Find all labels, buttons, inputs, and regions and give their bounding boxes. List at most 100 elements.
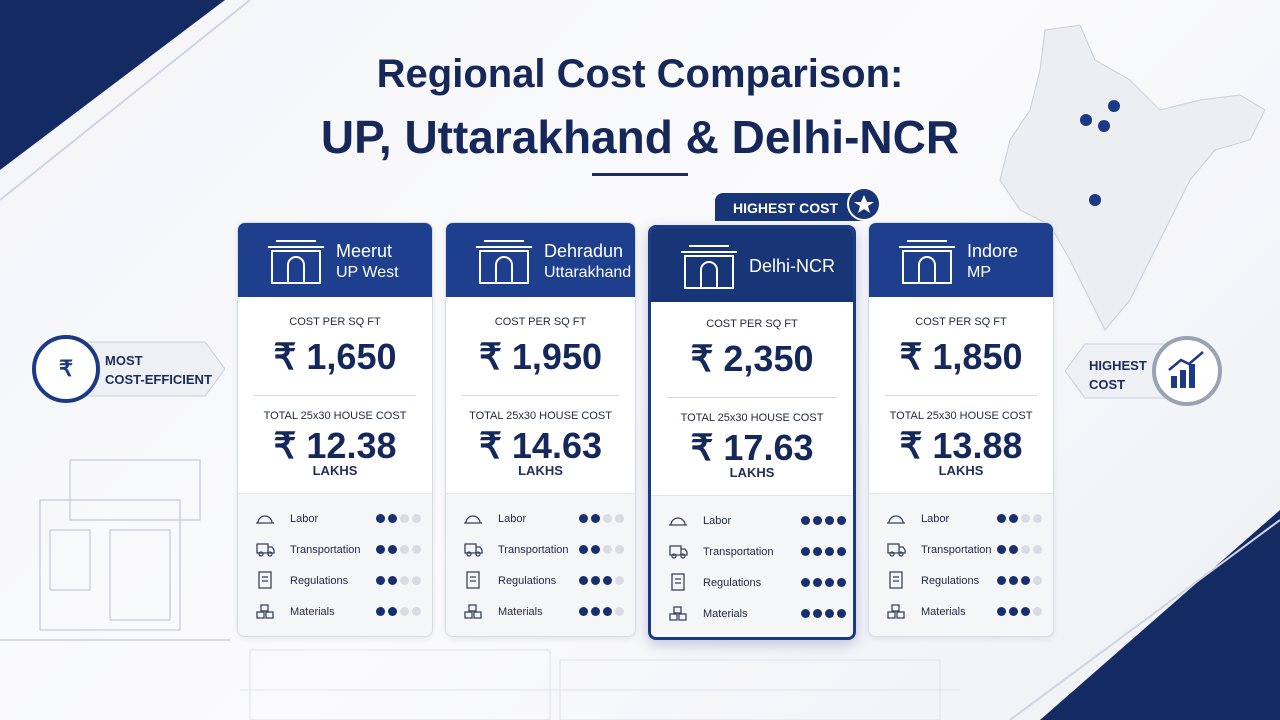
total-label: TOTAL 25x30 HOUSE COST: [889, 410, 1033, 422]
price: ₹ 2,350: [690, 338, 814, 379]
factors: Labor Transportation Regulations Materials: [869, 493, 1053, 636]
factor-icon: [466, 571, 480, 589]
factor-name: Regulations: [921, 575, 980, 587]
rating-dot: [1009, 514, 1018, 523]
svg-text:₹: ₹: [59, 356, 73, 381]
rating-dot: [388, 545, 397, 554]
landmark-icon: [268, 240, 324, 284]
factor-row: Labor: [669, 511, 846, 531]
rating-dot: [801, 547, 810, 556]
factor-row: Materials: [887, 602, 1043, 622]
badge-text: HIGHEST COST: [733, 200, 839, 216]
rating-dot: [579, 607, 588, 616]
rating-dot: [1021, 545, 1030, 554]
factor-icon: [887, 543, 906, 557]
rating-dot: [615, 576, 624, 585]
rating-dot: [412, 607, 421, 616]
rating-dot: [997, 576, 1006, 585]
region: UP West: [336, 264, 399, 281]
factor-name: Transportation: [921, 544, 992, 556]
divider: [462, 395, 619, 396]
card: Dehradun Uttarakhand COST PER SQ FT ₹ 1,950…: [445, 222, 636, 637]
rating-dot: [997, 514, 1006, 523]
rating-dot: [825, 547, 834, 556]
factor-row: Labor: [464, 509, 625, 529]
rating-dot: [837, 516, 846, 525]
callout-text: MOST: [105, 353, 143, 368]
total-label: TOTAL 25x30 HOUSE COST: [469, 410, 612, 422]
factor-icon: [256, 543, 275, 557]
rating-dot: [579, 514, 588, 523]
callout-text: COST: [1089, 377, 1126, 392]
region: MP: [967, 264, 991, 281]
card: Indore MP COST PER SQ FT ₹ 1,850 TOTAL 25x30…: [868, 222, 1054, 637]
rating-dot: [388, 607, 397, 616]
cost-label: COST PER SQ FT: [915, 316, 1007, 328]
factor-row: Regulations: [887, 571, 1043, 591]
card-header: Dehradun Uttarakhand: [446, 223, 635, 297]
city: Delhi-NCR: [749, 256, 836, 276]
total: ₹ 13.88: [899, 425, 1023, 466]
rating-dot: [376, 514, 385, 523]
rating-dot: [997, 607, 1006, 616]
factor-icon: [256, 515, 274, 524]
rating-dot: [412, 576, 421, 585]
total: ₹ 17.63: [690, 427, 814, 468]
callout-text: COST-EFFICIENT: [105, 372, 212, 387]
rating-dot: [400, 576, 409, 585]
factor-icon: [887, 515, 905, 524]
total-label: TOTAL 25x30 HOUSE COST: [263, 410, 407, 422]
factor-icon: [887, 604, 905, 619]
landmark-icon: [681, 245, 737, 289]
rating-dot: [412, 545, 421, 554]
factor-row: Transportation: [669, 542, 846, 562]
divider: [667, 397, 837, 398]
factor-icon: [258, 571, 272, 589]
factor-icon: [464, 515, 482, 524]
rating-dot: [813, 516, 822, 525]
factors: Labor Transportation Regulations Materials: [238, 493, 432, 636]
left-callout-shape: ₹: [32, 335, 225, 403]
factor-name: Regulations: [498, 575, 557, 587]
rating-dot: [400, 545, 409, 554]
rating-dot: [603, 514, 612, 523]
factor-row: Materials: [669, 604, 846, 624]
card-header: Meerut UP West: [238, 223, 432, 297]
rating-dot: [825, 609, 834, 618]
rating-dot: [1021, 607, 1030, 616]
city: Indore: [967, 241, 1019, 261]
factor-row: Regulations: [256, 571, 422, 591]
region: Uttarakhand: [544, 264, 632, 281]
rating-dot: [615, 607, 624, 616]
rating-dot: [579, 576, 588, 585]
title-line: Regional Cost Comparison:: [376, 52, 904, 96]
rating-dot: [591, 576, 600, 585]
unit: LAKHS: [312, 463, 358, 478]
cost-label: COST PER SQ FT: [706, 318, 798, 330]
rating-dot: [813, 578, 822, 587]
landmark-icon: [899, 240, 955, 284]
rating-dot: [813, 547, 822, 556]
card: Delhi-NCR COST PER SQ FT ₹ 2,350 TOTAL 25x3…: [648, 225, 856, 640]
rating-dot: [603, 545, 612, 554]
rating-dot: [837, 609, 846, 618]
factor-name: Materials: [498, 606, 543, 618]
factor-row: Materials: [464, 602, 625, 622]
rating-dot: [388, 576, 397, 585]
total-label: TOTAL 25x30 HOUSE COST: [680, 412, 824, 424]
rating-dot: [603, 576, 612, 585]
rating-dot: [591, 607, 600, 616]
rating-dot: [837, 547, 846, 556]
right-callout-shape: [1065, 336, 1222, 406]
rating-dot: [1009, 545, 1018, 554]
rating-dot: [388, 514, 397, 523]
rating-dot: [825, 578, 834, 587]
rating-dot: [376, 607, 385, 616]
rating-dot: [1033, 514, 1042, 523]
card: Meerut UP West COST PER SQ FT ₹ 1,650 TOTAL …: [237, 222, 433, 637]
unit: LAKHS: [518, 463, 563, 478]
rating-dot: [591, 514, 600, 523]
factor-row: Labor: [256, 509, 422, 529]
